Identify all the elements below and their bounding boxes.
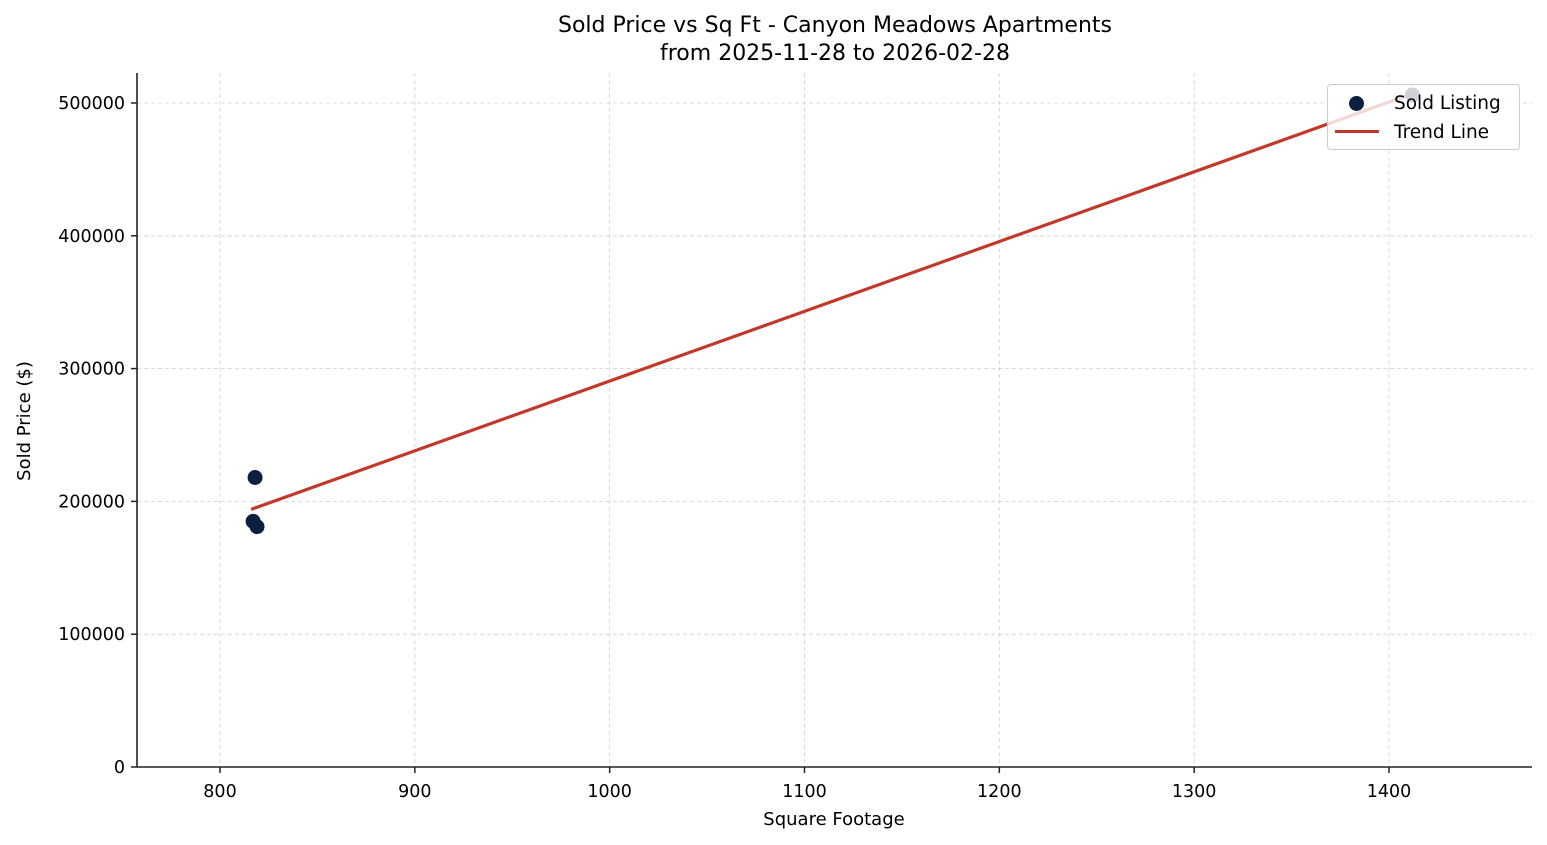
x-tick-label: 1200 [977, 782, 1022, 802]
x-tick-label: 800 [203, 782, 236, 802]
chart-title: Sold Price vs Sq Ft - Canyon Meadows Apa… [0, 12, 1547, 68]
data-point [249, 519, 265, 535]
x-tick-label: 1400 [1367, 782, 1412, 802]
legend: Sold Listing Trend Line [1327, 84, 1520, 150]
data-point [247, 469, 263, 485]
line-marker-icon [1335, 130, 1379, 133]
legend-label: Sold Listing [1394, 92, 1501, 114]
trend-line [250, 92, 1413, 511]
y-axis-label: Sold Price ($) [14, 361, 35, 481]
x-axis-label: Square Footage [763, 809, 904, 830]
grid-lines [137, 73, 1532, 767]
x-tick-label: 900 [398, 782, 431, 802]
chart-subtitle: from 2025-11-28 to 2026-02-28 [660, 41, 1010, 66]
x-tick-label: 1100 [782, 782, 827, 802]
y-tick-label: 400000 [58, 227, 125, 247]
legend-label: Trend Line [1394, 121, 1490, 143]
x-tick-label: 1000 [587, 782, 632, 802]
legend-item-sold-listing: Sold Listing [1328, 89, 1501, 117]
legend-item-trend-line: Trend Line [1328, 118, 1489, 146]
y-tick-label: 500000 [58, 94, 125, 114]
y-tick-label: 100000 [58, 625, 125, 645]
axes: 800 900 1000 1100 1200 1300 1400 0 100000 200000 3… [58, 73, 1532, 802]
y-tick-label: 0 [114, 758, 125, 778]
dot-marker-icon [1349, 96, 1364, 111]
y-tick-label: 200000 [58, 492, 125, 512]
y-tick-label: 300000 [58, 360, 125, 380]
data-series [245, 87, 1420, 535]
chart-title-line1: Sold Price vs Sq Ft - Canyon Meadows Apa… [558, 13, 1112, 38]
x-tick-label: 1300 [1172, 782, 1217, 802]
